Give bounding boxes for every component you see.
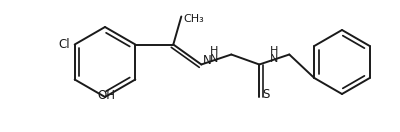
Text: Cl: Cl bbox=[58, 38, 70, 51]
Text: H: H bbox=[270, 46, 278, 55]
Text: N: N bbox=[210, 55, 218, 65]
Text: N: N bbox=[203, 55, 212, 67]
Text: OH: OH bbox=[97, 89, 115, 102]
Text: S: S bbox=[262, 88, 270, 100]
Text: CH₃: CH₃ bbox=[183, 13, 204, 23]
Text: H: H bbox=[210, 46, 218, 55]
Text: N: N bbox=[270, 55, 278, 65]
